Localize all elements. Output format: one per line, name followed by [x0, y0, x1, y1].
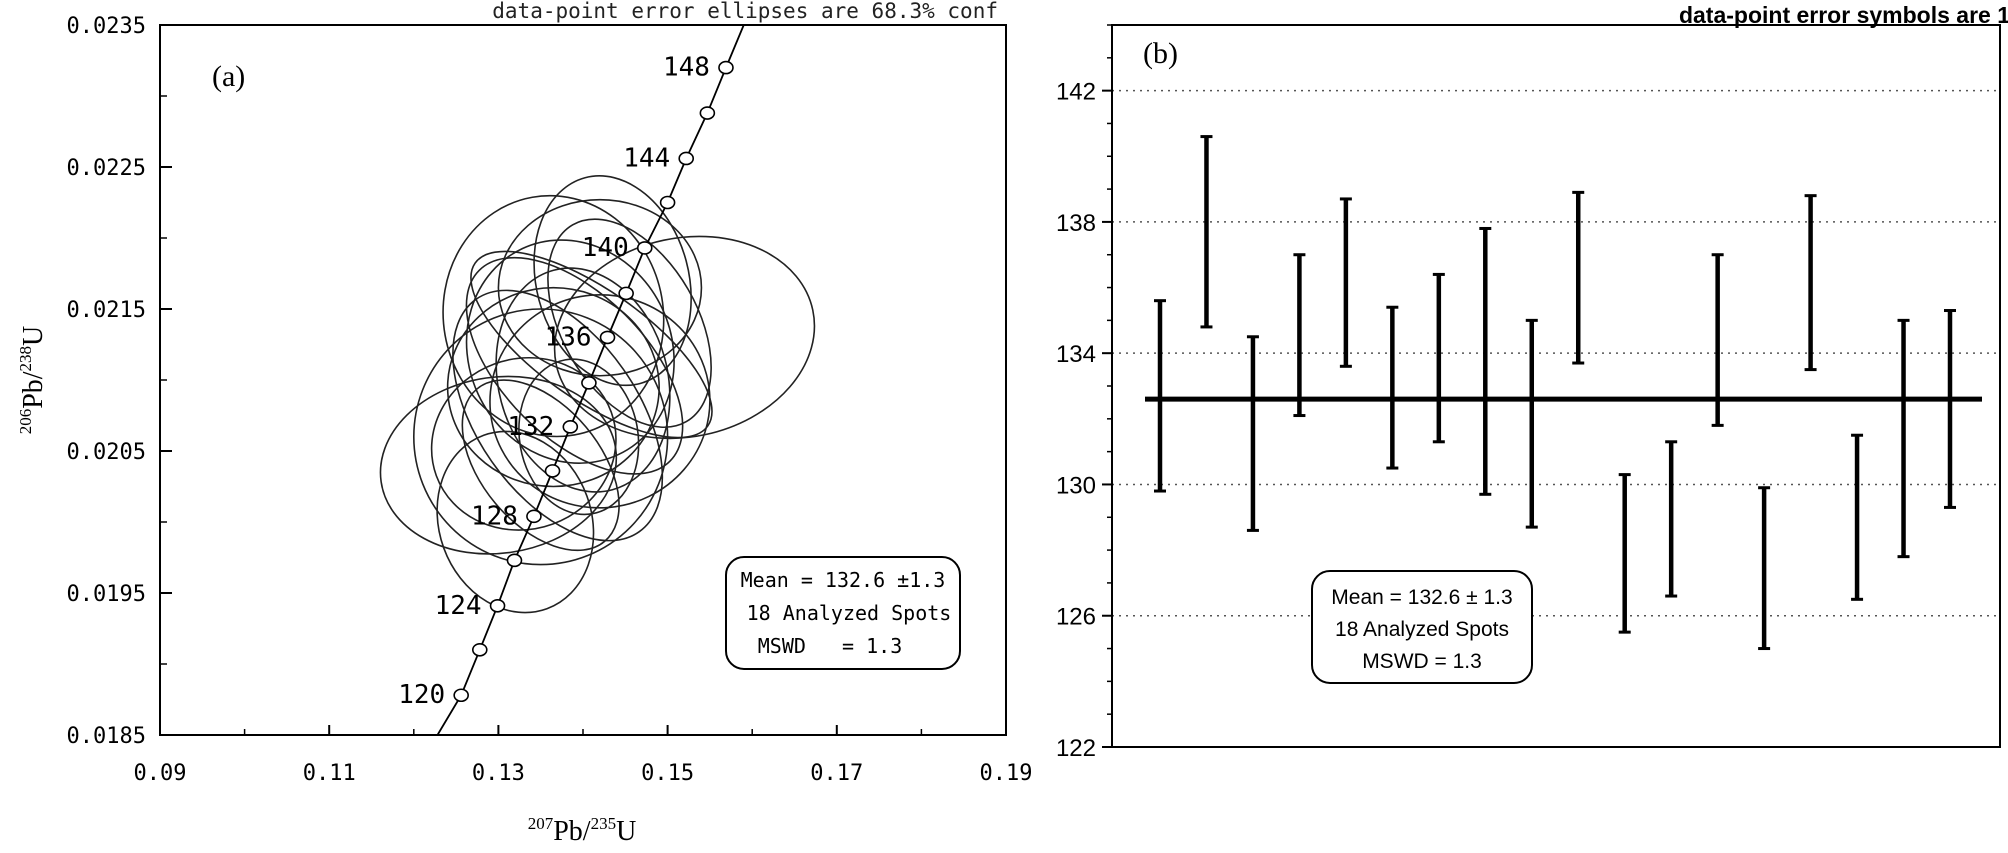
panel-a-stats-box-frame: [725, 556, 961, 670]
panel-a-axis-ticks: 0.09 0.11 0.13 0.15 0.17 0.19 0.0185 0.0195 0.02…: [67, 14, 1033, 786]
panel-a-stats-mean: Mean = 132.6 ±1.3: [741, 568, 946, 592]
concordia-age-marker: [599, 330, 616, 345]
x-tick-label: 0.17: [810, 761, 863, 786]
error-ellipse: [442, 194, 665, 438]
concordia-age-label: 132: [507, 412, 554, 442]
error-bar: [1572, 190, 1585, 365]
y-tick-label: 0.0225: [67, 156, 146, 181]
concordia-age-marker: [489, 598, 506, 613]
panel-b-stats-spots: 18 Analyzed Spots: [1335, 618, 1509, 641]
x-tick-label: 0.13: [472, 761, 525, 786]
concordia-age-marker: [718, 60, 734, 75]
panel-b-stats-mswd: MSWD = 1.3: [1362, 650, 1482, 673]
y-tick-label: 138: [1056, 210, 1096, 237]
panel-a-stats-box: Mean = 132.6 ±1.3 18 Analyzed Spots MSWD…: [725, 556, 961, 670]
concordia-age-marker: [506, 553, 523, 568]
error-bar: [1200, 135, 1213, 329]
y-tick-label: 0.0215: [67, 298, 146, 323]
panel-a-note: data-point error ellipses are 68.3% conf: [492, 0, 998, 23]
y-tick-label: 134: [1056, 341, 1096, 368]
error-ellipse: [495, 267, 671, 493]
x-tick-label: 0.15: [641, 761, 694, 786]
panel-b-gridlines: [1112, 89, 2000, 617]
concordia-age-label: 140: [582, 233, 629, 263]
panel-b-weighted-mean: 122 126 130 134 138 142 data-point error symb…: [1056, 2, 2008, 762]
panel-a-stats-mswd: MSWD = 1.3: [758, 634, 903, 658]
panel-a-ellipse-group: [379, 175, 816, 614]
concordia-age-label: 120: [398, 680, 445, 710]
error-bar: [1293, 253, 1306, 418]
concordia-age-marker: [678, 151, 695, 166]
panel-b-plot-frame: [1111, 24, 2001, 748]
error-ellipse: [547, 218, 712, 429]
panel-a-label: (a): [212, 60, 245, 93]
concordia-age-marker: [659, 195, 676, 210]
error-bar: [1758, 486, 1771, 651]
error-bar: [1479, 226, 1492, 496]
concordia-age-label: 124: [435, 591, 482, 621]
panel-b-note: data-point error symbols are 1: [1679, 2, 2008, 28]
error-bar: [1386, 305, 1399, 470]
error-bar: [1851, 433, 1864, 601]
concordia-age-marker: [618, 286, 634, 301]
error-bar: [1154, 299, 1166, 493]
y-tick-label: 0.0205: [67, 440, 146, 465]
concordia-age-marker: [581, 376, 597, 390]
concordia-age-label: 136: [545, 322, 592, 352]
concordia-age-marker: [636, 241, 653, 255]
x-tick-label: 0.09: [134, 761, 187, 786]
concordia-age-label: 148: [663, 53, 710, 83]
panel-b-stats-mean: Mean = 132.6 ± 1.3: [1331, 586, 1512, 609]
error-ellipse: [553, 235, 816, 440]
error-bar: [1944, 309, 1956, 509]
y-tick-label: 0.0195: [67, 582, 146, 607]
error-ellipse: [446, 286, 660, 488]
concordia-age-marker: [562, 420, 579, 434]
concordia-age-marker: [471, 642, 488, 657]
x-tick-label: 0.19: [980, 761, 1033, 786]
y-tick-label: 0.0235: [67, 14, 146, 39]
concordia-age-label: 128: [471, 501, 518, 531]
error-bar: [1246, 335, 1259, 532]
y-tick-label: 142: [1056, 79, 1096, 106]
panel-b-axis-ticks: 122 126 130 134 138 142: [1056, 24, 1112, 762]
error-ellipse: [430, 356, 617, 531]
error-ellipse: [489, 293, 711, 509]
error-ellipse: [461, 379, 620, 552]
error-ellipse: [518, 358, 640, 516]
concordia-age-label: 144: [623, 143, 670, 173]
y-tick-label: 0.0185: [67, 724, 146, 749]
panel-a-y-axis-title: 206Pb/238U: [16, 326, 49, 435]
error-bar: [1339, 197, 1352, 368]
panel-a-concordia-curve: [436, 25, 745, 735]
error-ellipse: [465, 239, 675, 464]
concordia-age-marker: [526, 509, 542, 524]
y-tick-label: 126: [1056, 604, 1096, 631]
y-tick-label: 122: [1056, 735, 1096, 762]
error-bar: [1897, 318, 1910, 559]
x-tick-label: 0.11: [303, 761, 356, 786]
error-bar: [1665, 440, 1678, 598]
panel-a-x-axis-title: 207Pb/235U: [528, 814, 637, 847]
panel-b-stats-box-frame: [1311, 570, 1533, 684]
concordia-age-marker: [699, 106, 716, 120]
panel-b-error-bars: [1154, 135, 1956, 651]
y-tick-label: 130: [1056, 472, 1096, 499]
panel-b-stats-box: Mean = 132.6 ± 1.3 18 Analyzed Spots MSW…: [1311, 570, 1533, 684]
concordia-age-marker: [544, 464, 561, 478]
error-ellipse: [533, 175, 692, 387]
panel-a-stats-spots: 18 Analyzed Spots: [747, 601, 952, 625]
error-ellipse: [497, 198, 703, 377]
panel-a-concordia: 0.09 0.11 0.13 0.15 0.17 0.19 0.0185 0.0195 0.02…: [16, 0, 1032, 847]
concordia-age-marker: [453, 688, 469, 703]
error-ellipse: [436, 430, 595, 614]
error-bar: [1525, 318, 1538, 529]
error-bar: [1618, 473, 1631, 634]
panel-b-label: (b): [1143, 37, 1178, 70]
error-bar: [1432, 272, 1445, 444]
error-bar: [1804, 194, 1817, 372]
